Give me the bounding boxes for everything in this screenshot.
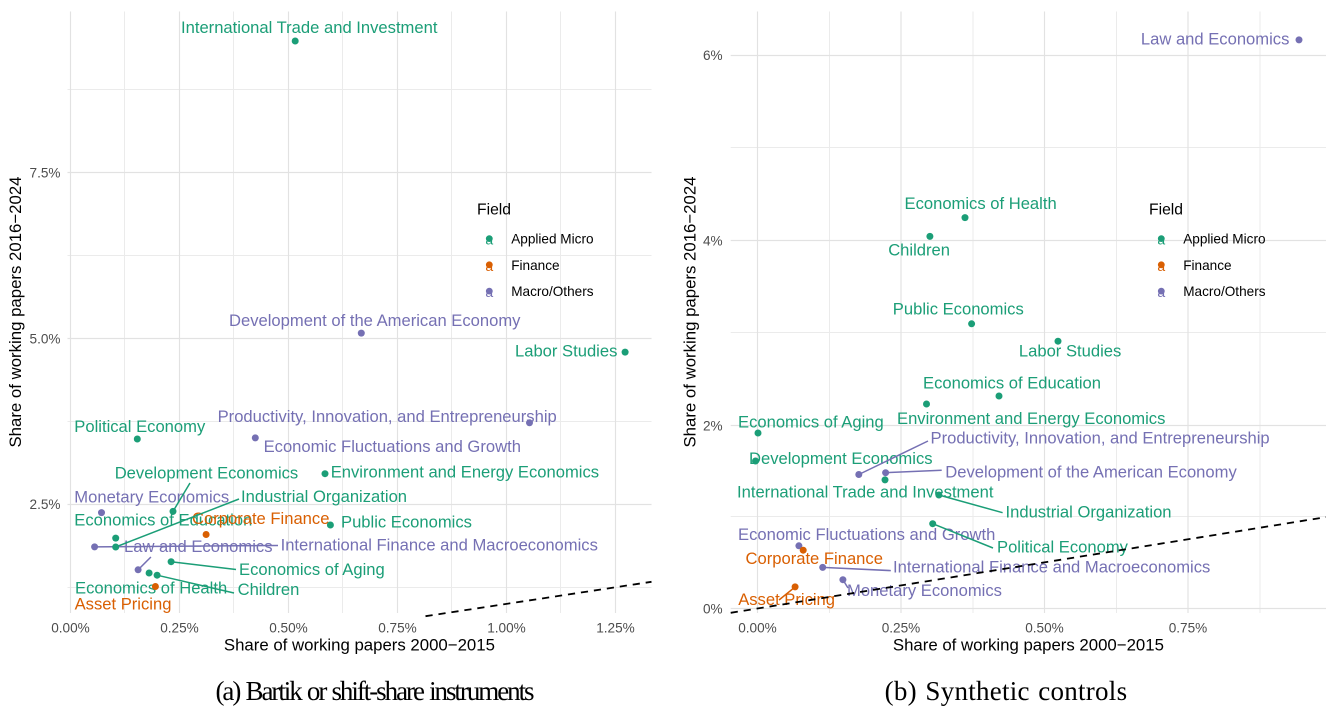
svg-text:Asset Pricing: Asset Pricing <box>738 590 835 609</box>
svg-text:Economics of Health: Economics of Health <box>905 194 1057 213</box>
svg-text:Environment and Energy Economi: Environment and Energy Economics <box>331 463 599 482</box>
svg-text:6%: 6% <box>703 48 723 63</box>
svg-text:Finance: Finance <box>1183 258 1231 273</box>
svg-text:Law and Economics: Law and Economics <box>1141 30 1290 49</box>
svg-text:International Trade and Invest: International Trade and Investment <box>181 18 438 37</box>
svg-text:1.00%: 1.00% <box>487 621 526 636</box>
svg-text:0.25%: 0.25% <box>882 621 921 636</box>
svg-text:Industrial Organization: Industrial Organization <box>1006 503 1172 522</box>
svg-text:Political Economy: Political Economy <box>997 538 1129 557</box>
svg-text:Industrial Organization: Industrial Organization <box>241 487 407 506</box>
svg-text:Children: Children <box>888 241 950 260</box>
svg-text:Children: Children <box>238 580 300 599</box>
svg-text:2.5%: 2.5% <box>30 497 61 512</box>
svg-text:Applied Micro: Applied Micro <box>1183 232 1265 247</box>
svg-text:7.5%: 7.5% <box>30 165 61 180</box>
svg-text:Macro/Others: Macro/Others <box>1183 284 1266 299</box>
svg-text:Labor Studies: Labor Studies <box>515 342 617 361</box>
svg-text:(a) Bartik or shift-share inst: (a) Bartik or shift-share instruments <box>215 676 534 706</box>
svg-text:0.00%: 0.00% <box>51 621 90 636</box>
svg-text:1.25%: 1.25% <box>596 621 635 636</box>
svg-text:Monetary Economics: Monetary Economics <box>847 581 1002 600</box>
svg-text:0.25%: 0.25% <box>160 621 199 636</box>
svg-text:Productivity, Innovation, and: Productivity, Innovation, and Entreprene… <box>931 429 1270 448</box>
svg-text:Economics of Aging: Economics of Aging <box>738 413 884 432</box>
svg-text:Share of working papers 2000−2: Share of working papers 2000−2015 <box>224 636 495 655</box>
svg-text:Economics of Education: Economics of Education <box>923 374 1101 393</box>
svg-text:Corporate Finance: Corporate Finance <box>746 549 883 568</box>
svg-text:2%: 2% <box>703 418 723 433</box>
svg-text:5.0%: 5.0% <box>30 331 61 346</box>
svg-text:Development of the American Ec: Development of the American Economy <box>945 463 1237 482</box>
svg-text:Field: Field <box>1149 202 1183 219</box>
svg-text:0.75%: 0.75% <box>1169 621 1208 636</box>
svg-text:Share of working papers 2016−2: Share of working papers 2016−2024 <box>681 176 700 447</box>
svg-text:Share of working papers 2000−2: Share of working papers 2000−2015 <box>893 636 1164 655</box>
svg-text:Development of the American Ec: Development of the American Economy <box>229 311 521 330</box>
svg-text:0.50%: 0.50% <box>1025 621 1064 636</box>
svg-text:Environment and Energy Economi: Environment and Energy Economics <box>897 409 1165 428</box>
svg-text:Productivity, Innovation, and: Productivity, Innovation, and Entreprene… <box>218 407 557 426</box>
svg-text:Economics of Education: Economics of Education <box>74 511 252 530</box>
svg-text:Economic Fluctuations and Grow: Economic Fluctuations and Growth <box>264 437 521 456</box>
svg-text:Public Economics: Public Economics <box>341 513 472 532</box>
svg-text:International Finance and Macr: International Finance and Macroeconomics <box>281 535 598 554</box>
svg-text:Field: Field <box>477 202 511 219</box>
svg-text:Monetary Economics: Monetary Economics <box>74 487 229 506</box>
svg-text:International Trade and Invest: International Trade and Investment <box>737 483 994 502</box>
svg-text:Development Economics: Development Economics <box>115 464 299 483</box>
svg-text:0.50%: 0.50% <box>269 621 308 636</box>
svg-text:Labor Studies: Labor Studies <box>1019 342 1121 361</box>
svg-text:0%: 0% <box>703 601 723 616</box>
svg-text:Economic Fluctuations and Grow: Economic Fluctuations and Growth <box>738 525 995 544</box>
svg-text:Asset Pricing: Asset Pricing <box>75 595 172 614</box>
svg-text:Share of working papers 2016−2: Share of working papers 2016−2024 <box>6 176 25 447</box>
svg-text:Corporate Finance: Corporate Finance <box>192 509 329 528</box>
svg-text:Applied Micro: Applied Micro <box>511 232 593 247</box>
svg-text:Public Economics: Public Economics <box>893 300 1024 319</box>
svg-text:Economics of Aging: Economics of Aging <box>239 560 385 579</box>
svg-text:International Finance and Macr: International Finance and Macroeconomics <box>893 558 1210 577</box>
svg-text:Development Economics: Development Economics <box>749 449 933 468</box>
svg-text:4%: 4% <box>703 233 723 248</box>
svg-text:0.75%: 0.75% <box>378 621 417 636</box>
svg-text:0.00%: 0.00% <box>738 621 777 636</box>
svg-text:Political Economy: Political Economy <box>74 417 206 436</box>
svg-text:(b) Synthetic controls: (b) Synthetic controls <box>885 676 1128 706</box>
svg-text:Finance: Finance <box>511 258 559 273</box>
svg-text:Macro/Others: Macro/Others <box>511 284 594 299</box>
